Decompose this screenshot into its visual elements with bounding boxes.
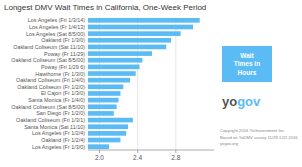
category-label: Oakland (Fr 1/2/4)	[41, 137, 85, 143]
category-label: Oakland Coliseum (Fri 1/3/1)	[16, 117, 85, 123]
footer-line: Copyright 2016 YoGovernment Inc.	[220, 128, 285, 133]
title: Longest DMV Wait Times in California, On…	[4, 3, 206, 12]
category-label: Oakland Coliseum (Sat 8/5/00)	[11, 57, 85, 63]
tick-label: 2.0	[95, 154, 104, 161]
bar	[88, 38, 171, 43]
tick-label: 2.8	[171, 154, 180, 161]
category-label: Oakland Coliseum (Fri 1/4/0)	[16, 77, 85, 83]
bar	[88, 124, 128, 129]
footer: Copyright 2016 YoGovernment Inc. Based on…	[220, 128, 298, 146]
bar	[88, 51, 152, 56]
bar	[88, 144, 109, 149]
category-label: Oakland Coliseum (Fr 1/2/0)	[17, 84, 85, 90]
grid	[99, 17, 175, 150]
bar	[88, 111, 114, 116]
category-label: Los Angeles (Fr 1/3/0)	[32, 144, 85, 150]
category-label: Oakland (Fr 1/3/0)	[41, 37, 85, 43]
bar	[88, 98, 119, 103]
bar	[88, 31, 181, 36]
logo: yo	[222, 94, 237, 109]
bars	[88, 18, 200, 149]
bar	[88, 91, 120, 96]
category-label: Oakland Coliseum (Sat 8/5/00)	[11, 104, 85, 110]
category-label: Hawthorne (Fr 1/3/0)	[35, 71, 85, 77]
grid-line	[137, 17, 138, 150]
legend-text-line: Hours	[238, 69, 257, 76]
bar	[88, 18, 200, 23]
bar	[88, 84, 123, 89]
bar	[88, 118, 133, 123]
category-label: Santa Monica (Sat 11/10)	[24, 124, 85, 130]
tick-mark	[175, 150, 176, 153]
bar	[88, 78, 130, 83]
category-label: Los Angeles (Fr 1/2/4)	[32, 130, 85, 136]
tick-label: 2.4	[133, 154, 142, 161]
chart: Longest DMV Wait Times in California, On…	[0, 0, 302, 167]
bar	[88, 138, 120, 143]
category-label: Oakland Coliseum (Sat 11/10)	[13, 44, 85, 50]
bar	[88, 71, 136, 76]
grid-line	[99, 17, 100, 150]
category-label: San Diego (Fr 1/2/0)	[36, 110, 85, 116]
tick-mark	[137, 150, 138, 153]
grid-line	[175, 17, 176, 150]
bar	[88, 131, 126, 136]
legend-text-line: Times in	[234, 60, 260, 67]
category-label: Poway (Fri 1/29 6)	[41, 64, 85, 70]
category-label: Los Angeles (Sat 8/5/00)	[26, 31, 85, 37]
legend-text: WaitTimes in Hours	[234, 52, 260, 76]
logo: gov	[237, 94, 261, 109]
bar	[88, 25, 193, 30]
x-axis	[88, 150, 214, 151]
footer-line: yogov.org	[220, 141, 239, 146]
category-label: Los Angeles (Fri 1/3/14)	[28, 17, 85, 23]
category-label: El Cajon (Fr 1/3/0)	[41, 90, 85, 96]
category-label: Santa Monica (Fr 1/4/0)	[28, 97, 85, 103]
category-label: Poway (Fr 11/29)	[44, 51, 85, 57]
bar	[88, 58, 142, 63]
tick-mark	[99, 150, 100, 153]
footer-line: Based on YoDMV survey 11/29-12/2 2016	[220, 135, 298, 140]
category-label: Los Angeles (Fr 1/4/13)	[29, 24, 85, 30]
bar	[88, 65, 140, 70]
bar	[88, 104, 117, 109]
legend-text-line: Wait	[240, 52, 254, 59]
bar	[88, 45, 166, 50]
legend-box	[222, 46, 272, 82]
